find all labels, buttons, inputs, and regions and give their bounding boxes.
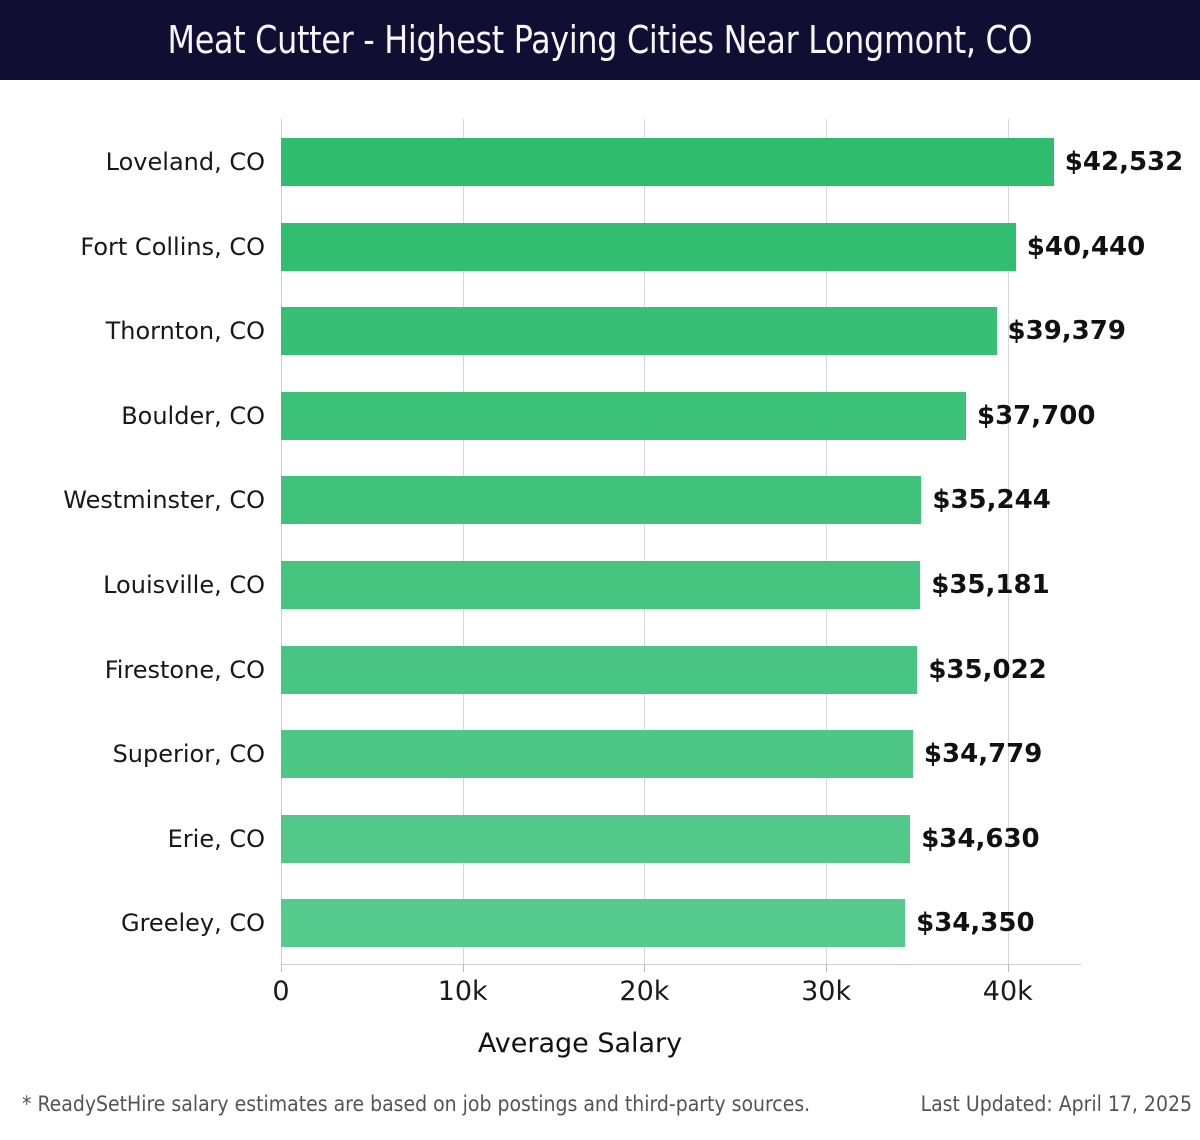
bar-row[interactable]: $35,244 Westminster, CO [63, 476, 1081, 525]
bar[interactable] [281, 814, 911, 863]
bar[interactable] [281, 645, 918, 694]
bar-row[interactable]: $34,779 Superior, CO [113, 730, 1081, 779]
bar-value-label: $42,532 [1064, 147, 1184, 177]
category-label: Boulder, CO [121, 401, 265, 430]
gridline [281, 119, 282, 965]
x-tick-mark [644, 964, 646, 972]
category-label: Thornton, CO [105, 317, 265, 346]
category-label: Fort Collins, CO [80, 232, 265, 261]
bar-row[interactable]: $34,630 Erie, CO [168, 814, 1081, 863]
bar[interactable] [281, 730, 913, 779]
bar-value-label: $35,244 [932, 485, 1051, 516]
bar[interactable] [281, 138, 1054, 186]
bar[interactable] [281, 476, 922, 525]
x-tick-label: 30k [801, 976, 852, 1007]
bar-value-label: $34,779 [923, 739, 1043, 770]
bar[interactable] [281, 899, 906, 948]
gridline [826, 119, 828, 965]
category-label: Firestone, CO [104, 655, 265, 684]
bar-row[interactable]: $37,700 Boulder, CO [121, 391, 1095, 440]
x-tick-mark [1007, 964, 1009, 972]
x-axis-title: Average Salary [0, 1028, 1200, 1059]
page-title: Meat Cutter - Highest Paying Cities Near… [167, 18, 1033, 62]
x-tick-label: 0 [272, 976, 290, 1007]
footer-last-updated: Last Updated: April 17, 2025 [920, 1092, 1192, 1116]
bar-value-label: $39,379 [1007, 316, 1126, 347]
x-axis-line [281, 964, 1081, 965]
bar-value-label: $34,630 [921, 823, 1040, 854]
x-tick-mark [826, 964, 828, 972]
bar-row[interactable]: $35,181 Louisville, CO [103, 561, 1081, 609]
bar-row[interactable]: $34,350 Greeley, CO [121, 899, 1081, 948]
bar-series: $42,532 Loveland, CO $40,440 Fort Collins, … [63, 119, 1183, 965]
bar-value-label: $34,350 [916, 908, 1035, 939]
bar-row[interactable]: $35,022 Firestone, CO [105, 645, 1081, 694]
bar[interactable] [281, 391, 966, 440]
x-tick-label: 40k [982, 976, 1033, 1007]
category-label: Greeley, CO [120, 909, 265, 938]
x-tick-mark [281, 964, 282, 972]
gridline [462, 119, 464, 965]
x-axis-title-label: Average Salary [477, 1028, 683, 1059]
gridlines [281, 119, 1081, 965]
gridline [1007, 119, 1009, 965]
bar-row[interactable]: $42,532 Loveland, CO [106, 138, 1183, 186]
category-label: Westminster, CO [63, 486, 265, 515]
bar-row[interactable]: $39,379 Thornton, CO [106, 307, 1126, 356]
category-label: Louisville, CO [103, 571, 265, 599]
x-tick-mark [462, 964, 464, 972]
bar-value-label: $40,440 [1026, 231, 1146, 262]
footer-disclaimer: * ReadySetHire salary estimates are base… [22, 1092, 811, 1116]
bar[interactable] [281, 222, 1016, 271]
category-label: Loveland, CO [105, 148, 265, 176]
bar-row[interactable]: $40,440 Fort Collins, CO [80, 222, 1145, 271]
bar[interactable] [281, 561, 921, 609]
bar-value-label: $35,022 [928, 654, 1047, 685]
category-label: Superior, CO [112, 740, 265, 769]
gridline [644, 119, 646, 965]
bar-value-label: $35,181 [931, 570, 1050, 600]
bar-value-label: $37,700 [977, 400, 1096, 431]
category-label: Erie, CO [167, 824, 265, 853]
x-tick-label: 10k [437, 976, 488, 1007]
bar[interactable] [281, 307, 997, 356]
x-tick-label: 20k [619, 976, 670, 1007]
chart-header: Meat Cutter - Highest Paying Cities Near… [0, 0, 1200, 80]
